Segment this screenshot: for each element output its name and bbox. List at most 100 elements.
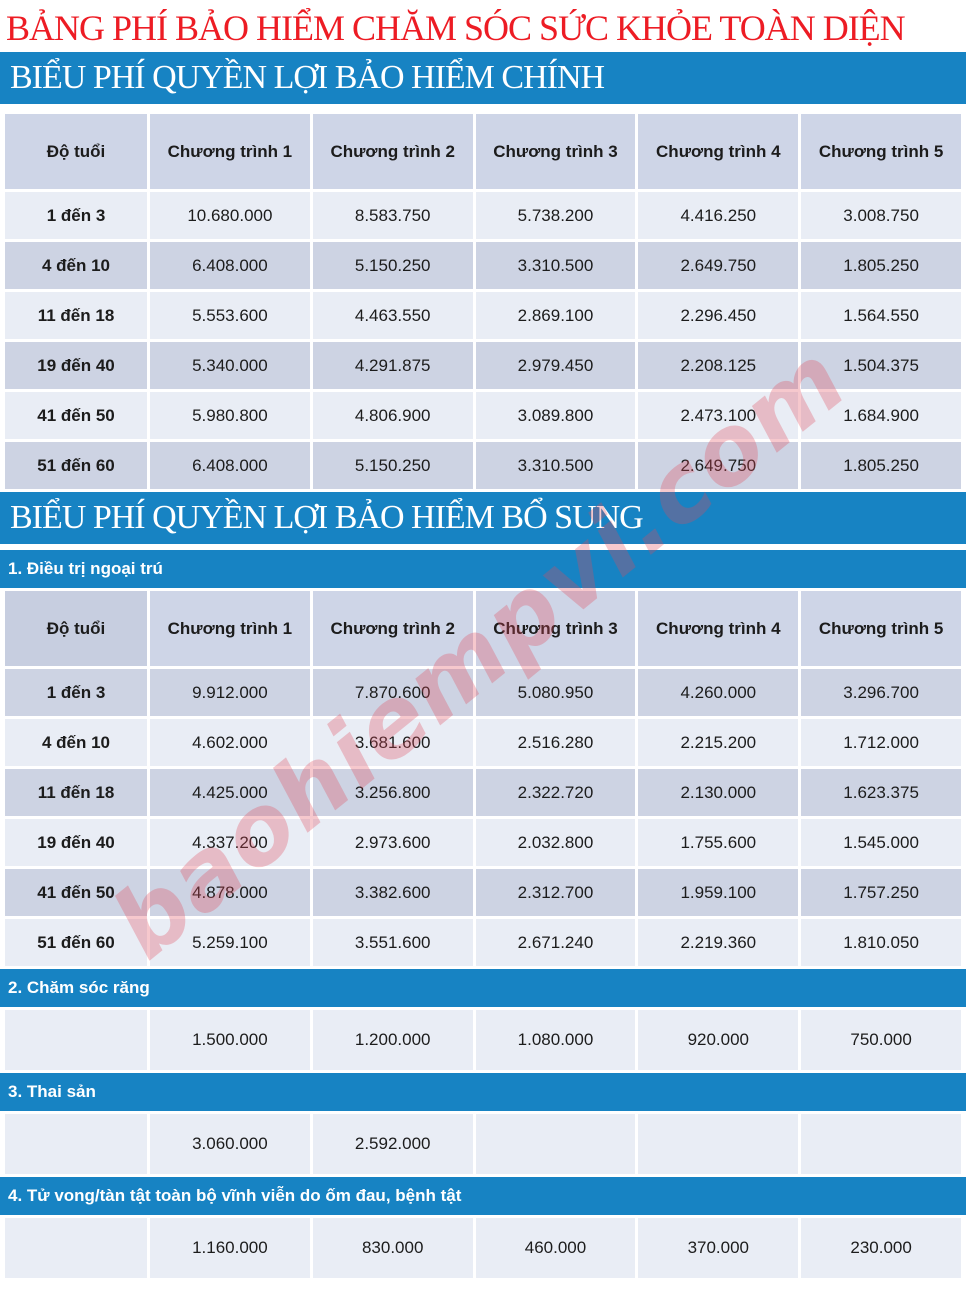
value-cell: 2.869.100 <box>475 292 636 339</box>
value-cell: 4.463.550 <box>312 292 473 339</box>
value-cell: 5.340.000 <box>150 342 310 389</box>
value-cell: 5.259.100 <box>150 919 310 966</box>
age-cell: 11 đến 18 <box>5 769 147 816</box>
value-cell: 5.080.950 <box>475 669 636 716</box>
subsection-bar: 4. Tử vong/tàn tật toàn bộ vĩnh viễn do … <box>0 1177 966 1215</box>
table-row: 4 đến 10 4.602.000 3.681.600 2.516.280 2.215… <box>5 719 961 766</box>
subsection-table: 1.500.000 1.200.000 1.080.000 920.000 750.00… <box>0 1010 966 1070</box>
table-row: 1.160.000 830.000 460.000 370.000 230.000 <box>5 1218 961 1278</box>
header-cell: Chương trình 2 <box>312 114 473 189</box>
value-cell: 2.215.200 <box>638 719 799 766</box>
value-cell: 1.805.250 <box>801 442 961 489</box>
value-cell: 2.979.450 <box>475 342 636 389</box>
value-cell: 4.337.200 <box>150 819 310 866</box>
value-cell: 230.000 <box>801 1218 961 1278</box>
value-cell: 3.310.500 <box>475 442 636 489</box>
supplementary-benefits-area: 1. Điều trị ngoại trú Độ tuổi Chương trình… <box>0 550 966 1278</box>
value-cell: 4.602.000 <box>150 719 310 766</box>
value-cell: 6.408.000 <box>150 242 310 289</box>
value-cell: 8.583.750 <box>312 192 473 239</box>
value-cell: 2.312.700 <box>475 869 636 916</box>
value-cell: 2.473.100 <box>638 392 799 439</box>
value-cell: 5.553.600 <box>150 292 310 339</box>
value-cell: 3.310.500 <box>475 242 636 289</box>
main-benefits-table: Độ tuổi Chương trình 1 Chương trình 2 Chươn… <box>0 114 966 489</box>
value-cell: 2.592.000 <box>312 1114 473 1174</box>
value-cell: 3.296.700 <box>801 669 961 716</box>
value-cell: 1.200.000 <box>312 1010 473 1070</box>
table-row: 11 đến 18 4.425.000 3.256.800 2.322.720 2.13… <box>5 769 961 816</box>
value-cell: 5.980.800 <box>150 392 310 439</box>
table-row: 19 đến 40 4.337.200 2.973.600 2.032.800 1.75… <box>5 819 961 866</box>
value-cell: 370.000 <box>638 1218 799 1278</box>
age-cell <box>5 1010 147 1070</box>
value-cell: 2.032.800 <box>475 819 636 866</box>
page-title: BẢNG PHÍ BẢO HIỂM CHĂM SÓC SỨC KHỎE TOÀN… <box>6 8 906 48</box>
table-header-row: Độ tuổi Chương trình 1 Chương trình 2 Chươn… <box>5 114 961 189</box>
value-cell: 750.000 <box>801 1010 961 1070</box>
value-cell: 5.150.250 <box>312 442 473 489</box>
value-cell: 1.755.600 <box>638 819 799 866</box>
value-cell: 1.757.250 <box>801 869 961 916</box>
table-row: 19 đến 40 5.340.000 4.291.875 2.979.450 2.20… <box>5 342 961 389</box>
value-cell: 7.870.600 <box>312 669 473 716</box>
age-cell: 4 đến 10 <box>5 242 147 289</box>
value-cell: 1.500.000 <box>150 1010 310 1070</box>
value-cell: 2.208.125 <box>638 342 799 389</box>
value-cell: 2.296.450 <box>638 292 799 339</box>
value-cell: 5.150.250 <box>312 242 473 289</box>
value-cell: 1.959.100 <box>638 869 799 916</box>
header-cell: Chương trình 5 <box>801 591 961 666</box>
value-cell: 2.973.600 <box>312 819 473 866</box>
value-cell: 1.564.550 <box>801 292 961 339</box>
table-row: 1 đến 3 9.912.000 7.870.600 5.080.950 4.260.… <box>5 669 961 716</box>
value-cell <box>638 1114 799 1174</box>
table-row: 41 đến 50 5.980.800 4.806.900 3.089.800 2.47… <box>5 392 961 439</box>
subsection-table: Độ tuổi Chương trình 1 Chương trình 2 Chươn… <box>0 591 966 966</box>
supplementary-section-title: BIỂU PHÍ QUYỀN LỢI BẢO HIỂM BỔ SUNG <box>10 499 644 536</box>
value-cell: 2.322.720 <box>475 769 636 816</box>
value-cell: 1.810.050 <box>801 919 961 966</box>
value-cell: 4.806.900 <box>312 392 473 439</box>
value-cell: 1.545.000 <box>801 819 961 866</box>
value-cell: 3.089.800 <box>475 392 636 439</box>
age-cell: 11 đến 18 <box>5 292 147 339</box>
value-cell: 10.680.000 <box>150 192 310 239</box>
value-cell: 2.130.000 <box>638 769 799 816</box>
header-cell: Độ tuổi <box>5 591 147 666</box>
age-cell: 4 đến 10 <box>5 719 147 766</box>
value-cell: 2.649.750 <box>638 442 799 489</box>
age-cell: 1 đến 3 <box>5 192 147 239</box>
value-cell: 4.878.000 <box>150 869 310 916</box>
value-cell: 920.000 <box>638 1010 799 1070</box>
value-cell: 1.712.000 <box>801 719 961 766</box>
value-cell: 9.912.000 <box>150 669 310 716</box>
value-cell: 2.649.750 <box>638 242 799 289</box>
value-cell: 2.219.360 <box>638 919 799 966</box>
subsection-table: 1.160.000 830.000 460.000 370.000 230.000 <box>0 1218 966 1278</box>
table-row: 11 đến 18 5.553.600 4.463.550 2.869.100 2.29… <box>5 292 961 339</box>
subsection-table: 3.060.000 2.592.000 <box>0 1114 966 1174</box>
age-cell: 51 đến 60 <box>5 919 147 966</box>
header-cell: Chương trình 4 <box>638 114 799 189</box>
value-cell <box>475 1114 636 1174</box>
value-cell: 5.738.200 <box>475 192 636 239</box>
age-cell: 51 đến 60 <box>5 442 147 489</box>
main-section-title: BIỂU PHÍ QUYỀN LỢI BẢO HIỂM CHÍNH <box>10 59 605 96</box>
value-cell: 3.008.750 <box>801 192 961 239</box>
subsection-bar: 1. Điều trị ngoại trú <box>0 550 966 588</box>
value-cell: 3.060.000 <box>150 1114 310 1174</box>
main-section-bar: BIỂU PHÍ QUYỀN LỢI BẢO HIỂM CHÍNH <box>0 52 966 104</box>
header-cell: Chương trình 1 <box>150 114 310 189</box>
value-cell: 1.080.000 <box>475 1010 636 1070</box>
header-cell: Chương trình 5 <box>801 114 961 189</box>
value-cell: 460.000 <box>475 1218 636 1278</box>
age-cell: 19 đến 40 <box>5 819 147 866</box>
value-cell: 4.425.000 <box>150 769 310 816</box>
header-cell: Chương trình 3 <box>475 591 636 666</box>
subsection-bar: 3. Thai sản <box>0 1073 966 1111</box>
supplementary-section-bar: BIỂU PHÍ QUYỀN LỢI BẢO HIỂM BỔ SUNG <box>0 492 966 544</box>
age-cell: 19 đến 40 <box>5 342 147 389</box>
value-cell: 3.681.600 <box>312 719 473 766</box>
value-cell: 3.256.800 <box>312 769 473 816</box>
